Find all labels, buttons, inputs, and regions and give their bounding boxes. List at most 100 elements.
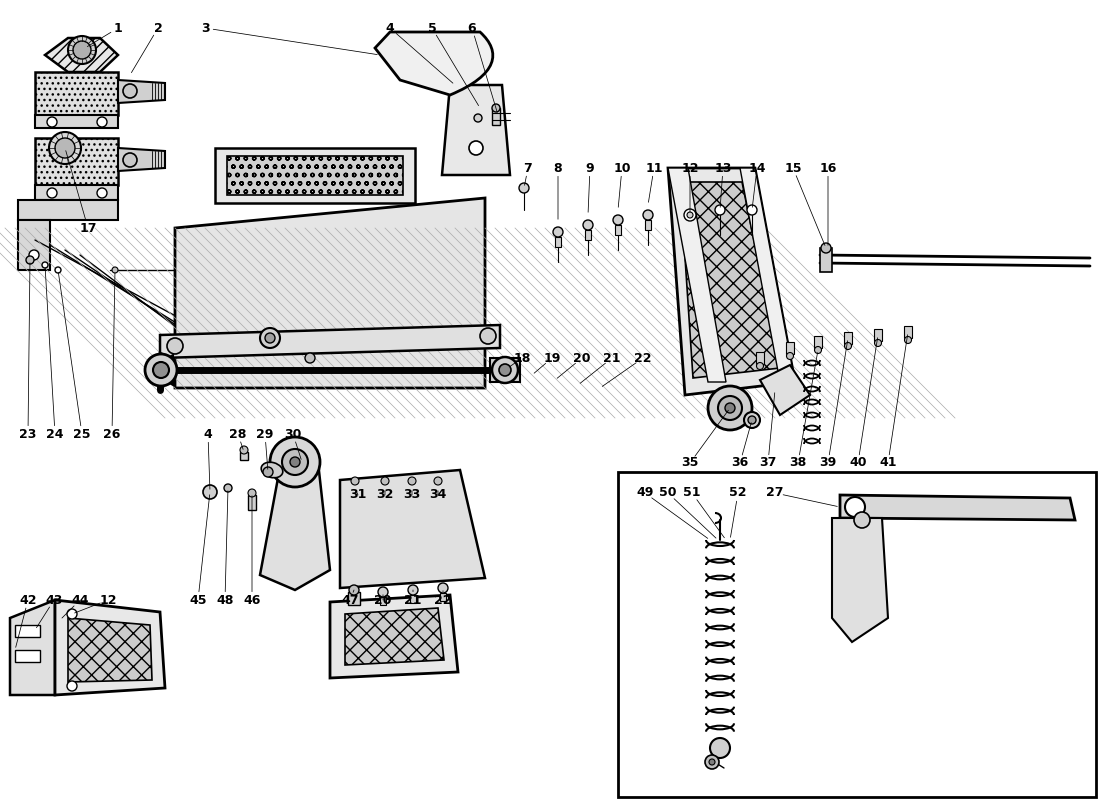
- Text: 1: 1: [113, 22, 122, 34]
- Circle shape: [786, 353, 793, 359]
- Polygon shape: [248, 495, 256, 510]
- Polygon shape: [118, 148, 165, 171]
- Text: 11: 11: [646, 162, 662, 174]
- Circle shape: [492, 104, 500, 112]
- Text: 50: 50: [659, 486, 676, 499]
- Circle shape: [145, 354, 177, 386]
- Text: 26: 26: [103, 427, 121, 441]
- Circle shape: [67, 681, 77, 691]
- Circle shape: [434, 477, 442, 485]
- Circle shape: [854, 512, 870, 528]
- Text: 25: 25: [74, 427, 90, 441]
- Text: 15: 15: [784, 162, 802, 174]
- Circle shape: [50, 132, 81, 164]
- Text: 43: 43: [45, 594, 63, 606]
- Polygon shape: [68, 618, 152, 682]
- Text: 17: 17: [79, 222, 97, 234]
- Polygon shape: [615, 225, 622, 235]
- Circle shape: [710, 738, 730, 758]
- Text: 45: 45: [189, 594, 207, 606]
- Text: 22: 22: [434, 594, 452, 606]
- Circle shape: [68, 36, 96, 64]
- Text: 28: 28: [229, 427, 246, 441]
- Circle shape: [29, 250, 38, 260]
- Bar: [214, 148, 415, 203]
- Circle shape: [438, 583, 448, 593]
- Circle shape: [112, 267, 118, 273]
- Polygon shape: [345, 608, 444, 665]
- Polygon shape: [585, 230, 591, 240]
- Circle shape: [644, 210, 653, 220]
- Circle shape: [26, 256, 34, 264]
- Circle shape: [705, 755, 719, 769]
- Circle shape: [408, 477, 416, 485]
- Polygon shape: [55, 600, 165, 695]
- Circle shape: [708, 386, 752, 430]
- Polygon shape: [35, 115, 118, 128]
- Polygon shape: [832, 518, 888, 642]
- Circle shape: [553, 227, 563, 237]
- Polygon shape: [440, 593, 446, 601]
- Polygon shape: [433, 483, 443, 495]
- Circle shape: [715, 205, 725, 215]
- Polygon shape: [410, 595, 416, 603]
- Circle shape: [224, 484, 232, 492]
- Circle shape: [167, 338, 183, 354]
- Circle shape: [153, 362, 169, 378]
- Text: 34: 34: [429, 489, 447, 502]
- Polygon shape: [490, 358, 520, 382]
- Text: 21: 21: [405, 594, 421, 606]
- Circle shape: [282, 449, 308, 475]
- Polygon shape: [340, 470, 485, 588]
- Polygon shape: [492, 108, 500, 125]
- Circle shape: [67, 609, 77, 619]
- Text: 47: 47: [341, 594, 359, 606]
- Text: 33: 33: [404, 489, 420, 502]
- Polygon shape: [786, 342, 794, 354]
- Polygon shape: [668, 168, 726, 382]
- Circle shape: [305, 353, 315, 363]
- Polygon shape: [680, 182, 780, 378]
- Text: 36: 36: [732, 457, 749, 470]
- Circle shape: [123, 153, 138, 167]
- Text: 2: 2: [154, 22, 163, 34]
- Polygon shape: [645, 220, 651, 230]
- Text: 22: 22: [635, 351, 651, 365]
- Polygon shape: [840, 495, 1075, 520]
- Circle shape: [47, 188, 57, 198]
- Text: 29: 29: [256, 427, 274, 441]
- Polygon shape: [874, 329, 882, 341]
- Circle shape: [123, 84, 138, 98]
- Text: 20: 20: [374, 594, 392, 606]
- Polygon shape: [18, 200, 118, 220]
- Text: 23: 23: [20, 427, 36, 441]
- Circle shape: [42, 262, 48, 268]
- Polygon shape: [348, 592, 360, 605]
- Circle shape: [744, 412, 760, 428]
- Ellipse shape: [261, 462, 283, 478]
- Bar: [618, 472, 1096, 797]
- Polygon shape: [35, 138, 118, 185]
- Circle shape: [351, 477, 359, 485]
- Circle shape: [474, 114, 482, 122]
- Circle shape: [904, 337, 912, 343]
- Polygon shape: [240, 452, 248, 460]
- Circle shape: [814, 346, 822, 354]
- Text: 51: 51: [683, 486, 701, 499]
- Text: 40: 40: [849, 457, 867, 470]
- Circle shape: [613, 215, 623, 225]
- Text: 35: 35: [681, 457, 698, 470]
- Text: 10: 10: [614, 162, 630, 174]
- Circle shape: [684, 209, 696, 221]
- Text: 20: 20: [573, 351, 591, 365]
- Polygon shape: [668, 168, 795, 395]
- Text: 39: 39: [820, 457, 837, 470]
- Circle shape: [265, 333, 275, 343]
- Circle shape: [204, 485, 217, 499]
- Polygon shape: [330, 595, 458, 678]
- Text: 44: 44: [72, 594, 89, 606]
- Polygon shape: [118, 80, 165, 103]
- Circle shape: [270, 437, 320, 487]
- Circle shape: [47, 117, 57, 127]
- Circle shape: [499, 364, 512, 376]
